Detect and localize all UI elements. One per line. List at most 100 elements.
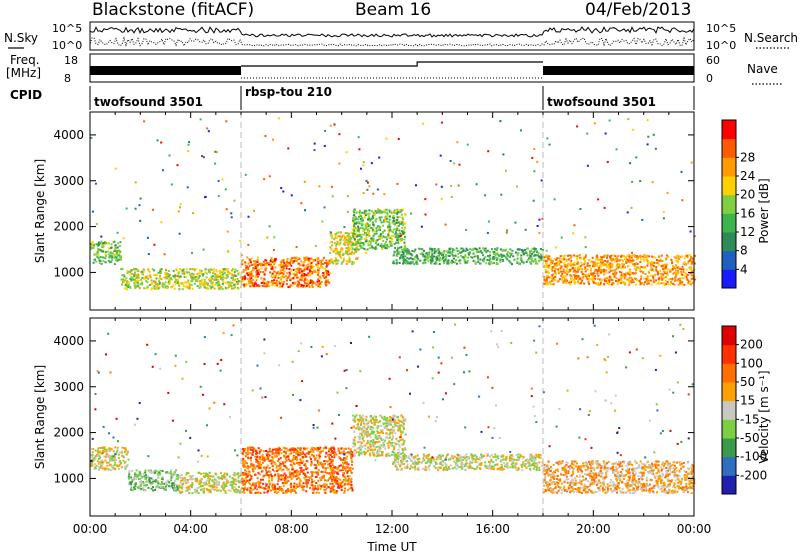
echo-cell	[119, 258, 122, 261]
echo-cell	[587, 272, 590, 275]
echo-cell	[622, 254, 625, 257]
echo-cell	[390, 235, 393, 237]
echo-cell	[261, 285, 264, 287]
echo-cell	[634, 255, 637, 258]
echo-scatter	[495, 249, 498, 252]
echo-cell	[337, 485, 340, 487]
echo-cell	[681, 281, 684, 284]
echo-cell	[539, 253, 542, 256]
echo-cell	[251, 453, 254, 456]
echo-cell	[413, 263, 416, 266]
echo-cell	[395, 209, 398, 212]
echo-cell	[404, 246, 407, 249]
echo-cell	[237, 476, 240, 479]
echo-scatter	[330, 185, 333, 188]
echo-scatter	[573, 224, 576, 227]
echo-cell	[596, 272, 599, 275]
echo-cell	[479, 262, 482, 265]
echo-cell	[98, 259, 101, 262]
echo-cell	[196, 285, 199, 288]
echo-cell	[550, 268, 553, 271]
echo-cell	[143, 489, 145, 492]
echo-cell	[347, 253, 350, 256]
echo-cell	[313, 259, 315, 262]
echo-cell	[298, 485, 301, 488]
echo-cell	[437, 252, 440, 255]
echo-cell	[287, 286, 290, 289]
echo-cell	[607, 263, 610, 266]
echo-cell	[151, 483, 154, 486]
echo-cell	[615, 272, 618, 275]
echo-cell	[270, 281, 273, 283]
echo-cell	[641, 282, 644, 285]
echo-cell	[347, 243, 350, 246]
echo-cell	[454, 254, 457, 257]
echo-cell	[348, 487, 351, 490]
colorbar-segment	[722, 157, 736, 177]
echo-cell	[589, 269, 592, 272]
echo-cell	[104, 468, 107, 471]
echo-cell	[628, 261, 631, 264]
echo-cell	[210, 484, 213, 487]
echo-cell	[317, 258, 320, 260]
echo-cell	[187, 486, 190, 489]
echo-cell	[285, 455, 288, 458]
echo-cell	[90, 243, 93, 246]
echo-cell	[219, 275, 222, 278]
echo-scatter	[377, 208, 380, 211]
echo-cell	[671, 262, 674, 265]
echo-cell	[493, 250, 496, 253]
echo-cell	[365, 214, 367, 217]
echo-cell	[343, 238, 346, 241]
echo-cell	[627, 272, 630, 275]
echo-cell	[424, 261, 427, 264]
echo-cell	[399, 220, 402, 223]
echo-cell	[574, 271, 577, 274]
echo-cell	[353, 238, 356, 241]
echo-cell	[285, 283, 288, 286]
echo-cell	[506, 254, 509, 257]
echo-cell	[231, 281, 234, 284]
echo-cell	[276, 470, 279, 473]
echo-cell	[336, 482, 339, 485]
echo-cell	[447, 261, 450, 264]
echo-cell	[331, 478, 334, 481]
echo-cell	[171, 487, 174, 489]
echo-cell	[256, 258, 259, 261]
echo-cell	[290, 257, 293, 260]
echo-cell	[291, 460, 294, 463]
echo-scatter	[553, 198, 556, 201]
echo-cell	[263, 491, 266, 494]
echo-cell	[666, 273, 669, 276]
echo-cell	[540, 257, 543, 260]
echo-cell	[178, 485, 181, 487]
echo-cell	[152, 486, 154, 489]
echo-cell	[132, 273, 135, 276]
echo-cell	[665, 272, 668, 275]
echo-cell	[621, 281, 624, 284]
echo-cell	[263, 474, 266, 477]
echo-cell	[299, 461, 302, 464]
echo-cell	[529, 253, 532, 256]
echo-cell	[347, 260, 350, 263]
noise-right-tick-bottom: 10^0	[706, 39, 736, 52]
echo-cell	[607, 266, 610, 269]
echo-cell	[388, 236, 391, 239]
echo-cell	[566, 264, 569, 267]
echo-cell	[357, 218, 360, 221]
echo-scatter	[554, 246, 557, 249]
echo-cell	[332, 476, 335, 479]
echo-cell	[612, 258, 614, 261]
echo-cell	[350, 454, 353, 457]
echo-cell	[174, 280, 177, 283]
echo-cell	[125, 453, 128, 456]
echo-cell	[371, 239, 374, 242]
echo-cell	[389, 244, 392, 247]
echo-cell	[268, 454, 271, 457]
echo-cell	[296, 276, 299, 279]
echo-cell	[520, 258, 523, 261]
echo-cell	[266, 471, 269, 474]
echo-cell	[648, 279, 651, 282]
echo-cell	[529, 257, 532, 260]
echo-cell	[167, 472, 170, 475]
